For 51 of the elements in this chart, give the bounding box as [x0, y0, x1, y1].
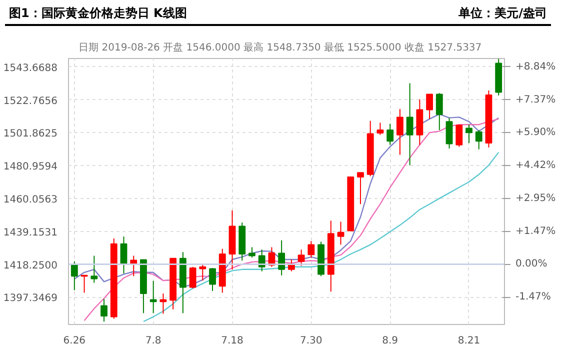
candlestick: [446, 117, 453, 150]
candlestick: [386, 123, 394, 146]
y2-tick-label: +8.84%: [516, 61, 556, 72]
candlestick: [209, 267, 216, 292]
y-tick-label: 1418.2500: [3, 260, 58, 272]
x-tick-label: 7.30: [300, 336, 322, 346]
chart-subtitle: 单位：美元/盎司: [458, 5, 547, 22]
candlestick: [337, 221, 344, 246]
x-tick-label: 7.18: [221, 336, 244, 346]
candlestick: [100, 298, 108, 322]
y2-tick-label: +7.37%: [516, 94, 556, 106]
candlestick: [466, 124, 472, 144]
x-tick-label: 8.9: [382, 336, 398, 346]
y2-tick-label: +4.42%: [516, 160, 556, 172]
y-tick-label: 1543.6688: [3, 62, 58, 74]
candlestick: [90, 255, 98, 284]
y-tick-label: 1480.9594: [3, 162, 58, 173]
candlestick: [248, 246, 256, 258]
candlestick: [70, 260, 78, 291]
line-series: [142, 152, 500, 322]
candlestick: [298, 249, 305, 266]
candlestick: [376, 122, 384, 136]
candlestick: [396, 108, 404, 156]
y-tick-label: 1460.0563: [3, 194, 58, 206]
candlestick: [436, 92, 443, 131]
y-tick-label: 1522.7656: [3, 96, 58, 107]
candlestick: [357, 172, 364, 205]
y2-tick-label: -1.47%: [516, 292, 551, 303]
y2-tick-label: +2.95%: [516, 192, 556, 204]
candlestick: [189, 266, 196, 289]
candlestick: [258, 249, 266, 272]
y2-tick-label: +5.90%: [516, 127, 556, 138]
candlestick: [199, 264, 206, 282]
candlestick: [308, 240, 315, 258]
y-tick-label: 1501.8625: [3, 128, 58, 140]
y2-tick-label: 0.00%: [516, 258, 548, 270]
y-tick-label: 1439.1531: [3, 227, 58, 238]
candlestick: [456, 124, 463, 148]
line-series: [84, 118, 500, 322]
candlestick: [426, 94, 433, 120]
x-tick-label: 7.8: [145, 336, 162, 346]
x-tick-label: 6.26: [63, 336, 86, 346]
candlestick: [475, 130, 482, 150]
chart-title: 图1：国际黄金价格走势日 K线图: [9, 5, 187, 22]
candlestick: [150, 280, 157, 314]
x-tick-label: 8.21: [458, 336, 480, 346]
y2-tick-label: +1.47%: [516, 226, 556, 237]
y-tick-label: 1397.3469: [3, 293, 58, 304]
text: 日期 2019-08-26 开盘 1546.0000 最高 1548.7350 最低 1525.5000 收盘 1527.5337: [78, 42, 482, 54]
candlestick: [406, 82, 414, 166]
candlestick: [278, 240, 286, 276]
